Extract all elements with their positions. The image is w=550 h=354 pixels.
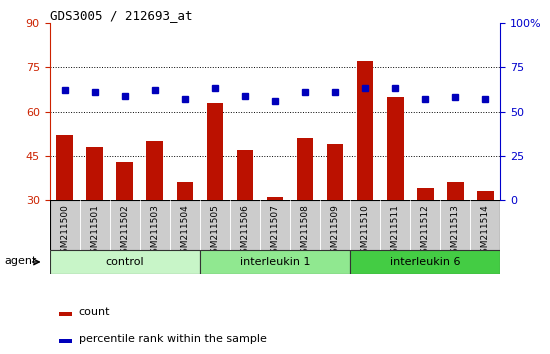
Bar — [350, 200, 380, 250]
Text: interleukin 1: interleukin 1 — [240, 257, 310, 267]
Bar — [447, 182, 464, 200]
Text: percentile rank within the sample: percentile rank within the sample — [79, 334, 267, 344]
Bar — [58, 339, 72, 343]
Bar — [200, 250, 350, 274]
Text: GSM211509: GSM211509 — [331, 204, 340, 259]
Text: agent: agent — [4, 256, 36, 266]
Text: GSM211510: GSM211510 — [361, 204, 370, 259]
Bar — [320, 200, 350, 250]
Text: GSM211513: GSM211513 — [451, 204, 460, 259]
Bar — [80, 200, 109, 250]
Bar — [260, 200, 290, 250]
Text: interleukin 6: interleukin 6 — [390, 257, 460, 267]
Bar — [297, 138, 313, 200]
Bar — [230, 200, 260, 250]
Text: GSM211514: GSM211514 — [481, 204, 490, 259]
Bar — [170, 200, 200, 250]
Bar — [387, 97, 404, 200]
Text: GSM211507: GSM211507 — [271, 204, 279, 259]
Bar — [146, 141, 163, 200]
Text: GSM211504: GSM211504 — [180, 204, 189, 259]
Bar — [50, 250, 200, 274]
Bar — [207, 103, 223, 200]
Text: count: count — [79, 307, 111, 317]
Bar — [357, 61, 373, 200]
Bar — [140, 200, 170, 250]
Bar — [236, 150, 253, 200]
Text: GSM211503: GSM211503 — [150, 204, 159, 259]
Bar — [327, 144, 343, 200]
Bar — [441, 200, 470, 250]
Bar — [177, 182, 193, 200]
Bar — [117, 162, 133, 200]
Text: GSM211508: GSM211508 — [300, 204, 310, 259]
Bar — [58, 312, 72, 316]
Bar — [86, 147, 103, 200]
Bar — [267, 197, 283, 200]
Text: GSM211512: GSM211512 — [421, 204, 430, 259]
Bar — [200, 200, 230, 250]
Text: GSM211500: GSM211500 — [60, 204, 69, 259]
Bar — [470, 200, 500, 250]
Bar — [380, 200, 410, 250]
Bar — [290, 200, 320, 250]
Bar — [410, 200, 441, 250]
Bar — [477, 191, 494, 200]
Bar — [56, 135, 73, 200]
Text: GSM211506: GSM211506 — [240, 204, 250, 259]
Bar — [350, 250, 500, 274]
Bar — [50, 200, 80, 250]
Bar — [109, 200, 140, 250]
Bar — [417, 188, 433, 200]
Text: GSM211511: GSM211511 — [390, 204, 400, 259]
Text: control: control — [106, 257, 144, 267]
Text: GSM211501: GSM211501 — [90, 204, 99, 259]
Text: GSM211505: GSM211505 — [210, 204, 219, 259]
Text: GSM211502: GSM211502 — [120, 204, 129, 259]
Text: GDS3005 / 212693_at: GDS3005 / 212693_at — [50, 9, 192, 22]
